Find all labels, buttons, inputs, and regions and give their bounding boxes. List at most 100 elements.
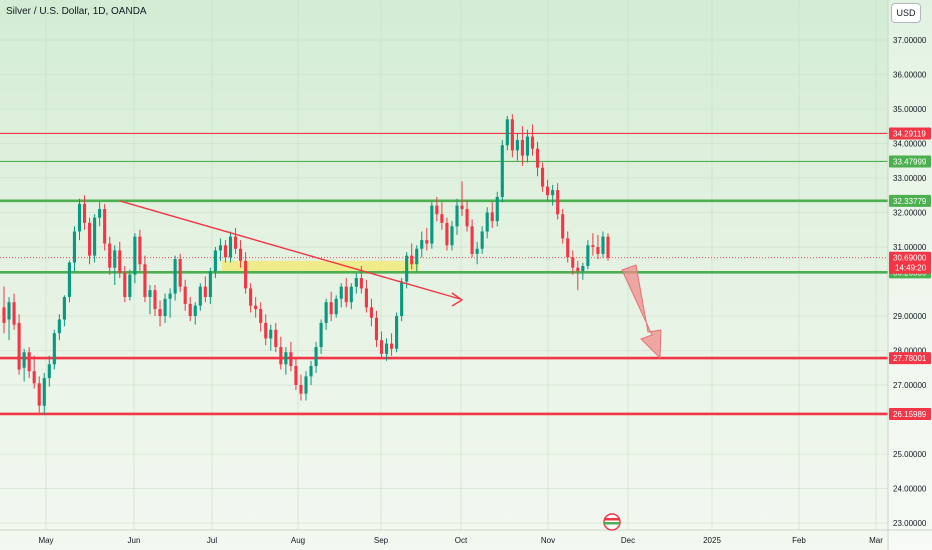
candle[interactable] [158,300,162,327]
candle[interactable] [108,236,112,275]
candle[interactable] [591,233,595,256]
candle[interactable] [143,255,147,303]
candle[interactable] [284,347,288,375]
candle[interactable] [93,214,97,263]
candle[interactable] [198,283,202,311]
candle[interactable] [88,217,92,265]
candle[interactable] [289,341,293,372]
candle[interactable] [475,241,479,265]
candle[interactable] [52,329,56,370]
candle[interactable] [324,298,328,330]
candle[interactable] [425,228,429,251]
candle[interactable] [515,133,519,161]
candle[interactable] [556,183,560,220]
candle[interactable] [264,314,268,346]
candle[interactable] [103,203,107,251]
candle[interactable] [128,269,132,301]
candle[interactable] [188,297,192,322]
candle[interactable] [269,324,273,351]
candle[interactable] [364,279,368,313]
currency-button[interactable]: USD [891,3,921,23]
candle[interactable] [223,240,228,263]
candle[interactable] [7,297,11,341]
candle[interactable] [153,284,157,316]
candle[interactable] [72,226,77,272]
candle[interactable] [390,333,394,356]
candle[interactable] [384,338,389,361]
candle[interactable] [213,247,217,279]
candle[interactable] [279,336,283,370]
candle[interactable] [435,196,439,222]
candle[interactable] [450,221,454,251]
candle[interactable] [17,314,21,375]
candle[interactable] [62,295,66,327]
candle[interactable] [576,260,580,291]
candle[interactable] [465,200,469,232]
candle[interactable] [148,284,152,315]
candle[interactable] [178,253,182,292]
candle[interactable] [32,355,36,389]
candle[interactable] [118,241,122,279]
candle[interactable] [500,140,504,203]
candle[interactable] [410,243,414,270]
candle[interactable] [415,245,419,272]
candle[interactable] [22,348,26,382]
candle[interactable] [546,179,550,201]
candle[interactable] [530,124,535,156]
candle[interactable] [354,272,358,294]
candle[interactable] [133,233,137,284]
candle[interactable] [274,322,278,353]
candle[interactable] [374,310,379,348]
candle[interactable] [67,260,71,303]
candle[interactable] [2,286,6,334]
candle[interactable] [344,278,348,308]
candle[interactable] [379,331,384,360]
candle[interactable] [319,319,323,354]
candle[interactable] [304,371,308,401]
candle[interactable] [168,288,172,318]
candle[interactable] [405,252,409,289]
candle[interactable] [480,226,484,254]
candle[interactable] [98,202,102,227]
candle[interactable] [113,245,117,285]
candle[interactable] [12,293,16,330]
candle[interactable] [203,276,207,303]
candle[interactable] [208,267,212,304]
candle[interactable] [445,217,449,251]
candle[interactable] [505,115,509,151]
candle[interactable] [400,278,404,322]
candle[interactable] [460,181,464,216]
candle[interactable] [510,114,514,158]
candle[interactable] [520,126,524,166]
candle[interactable] [329,291,333,322]
candle[interactable] [309,360,313,385]
candle[interactable] [123,265,127,303]
candle[interactable] [339,283,343,308]
candle[interactable] [233,228,238,254]
candle[interactable] [239,240,243,268]
candle[interactable] [228,231,233,263]
candle[interactable] [299,374,303,401]
candle[interactable] [586,240,590,270]
candle[interactable] [193,302,197,325]
candle[interactable] [495,191,499,227]
yellow-zone[interactable] [222,260,419,273]
candle[interactable] [440,202,444,230]
candle[interactable] [77,198,82,241]
candle[interactable] [551,184,555,206]
candle[interactable] [561,209,565,244]
candle[interactable] [42,372,46,415]
candle[interactable] [254,297,258,318]
candle[interactable] [334,295,338,318]
candle[interactable] [541,162,545,192]
candle[interactable] [395,312,399,353]
candle[interactable] [525,129,530,163]
candle[interactable] [455,198,459,235]
candle[interactable] [369,298,373,327]
candle[interactable] [430,202,434,249]
candle[interactable] [571,250,575,275]
candle[interactable] [57,314,61,341]
candle[interactable] [535,141,540,177]
